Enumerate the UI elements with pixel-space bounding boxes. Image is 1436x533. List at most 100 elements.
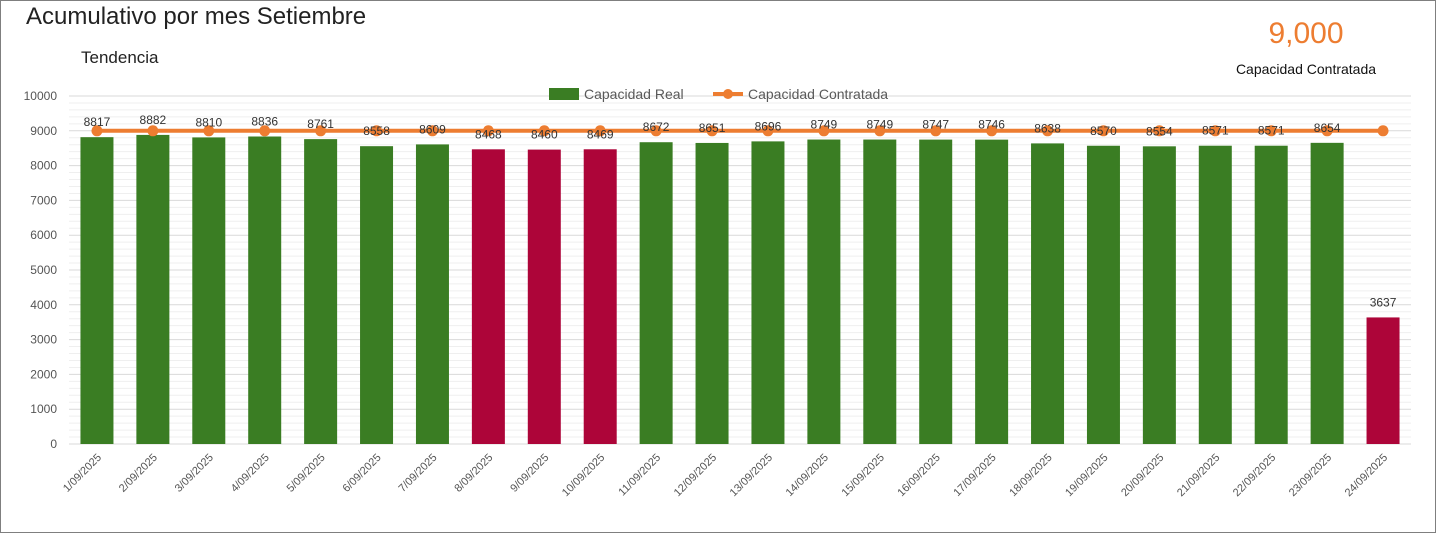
bar-data-label: 8469 <box>587 127 614 141</box>
x-tick-label: 24/09/2025 <box>1343 452 1390 499</box>
kpi-value: 9,000 <box>1268 17 1344 50</box>
bar-data-label: 8558 <box>363 124 390 138</box>
bar <box>360 146 394 445</box>
line-marker <box>259 125 271 137</box>
x-tick-label: 9/09/2025 <box>508 452 551 495</box>
bar <box>192 137 226 445</box>
line-marker <box>986 125 998 137</box>
line-marker <box>482 125 494 137</box>
line-marker <box>147 125 159 137</box>
bar-data-label: 8609 <box>419 122 446 136</box>
legend-label-line: Capacidad Contratada <box>748 86 888 102</box>
chart-title: Acumulativo por mes Setiembre <box>26 3 367 30</box>
y-tick-label: 3000 <box>30 333 57 347</box>
line-marker <box>1097 125 1109 137</box>
bar-data-label: 8746 <box>978 118 1005 132</box>
x-tick-label: 21/09/2025 <box>1175 452 1222 499</box>
y-tick-label: 6000 <box>30 228 57 242</box>
bar <box>248 136 282 444</box>
line-marker <box>315 125 327 137</box>
bar-data-label: 8651 <box>699 121 726 135</box>
line-marker <box>1265 125 1277 137</box>
line-marker <box>594 125 606 137</box>
bar-data-label: 8761 <box>307 117 334 131</box>
bar-data-label: 8554 <box>1146 124 1173 138</box>
bar <box>1142 146 1176 444</box>
y-tick-label: 0 <box>50 437 57 451</box>
x-tick-label: 1/09/2025 <box>61 452 104 495</box>
x-tick-label: 11/09/2025 <box>616 452 663 499</box>
x-tick-label: 6/09/2025 <box>341 452 384 495</box>
x-tick-label: 18/09/2025 <box>1007 452 1054 499</box>
x-tick-label: 16/09/2025 <box>895 452 942 499</box>
bar <box>751 141 785 444</box>
x-tick-label: 3/09/2025 <box>173 452 216 495</box>
line-marker <box>371 125 383 137</box>
bar-data-label: 8654 <box>1314 121 1341 135</box>
y-tick-label: 1000 <box>30 402 57 416</box>
bar-data-label: 8882 <box>140 113 167 127</box>
x-tick-label: 23/09/2025 <box>1287 452 1334 499</box>
bar-data-label: 3637 <box>1370 295 1397 309</box>
line-marker <box>1377 125 1389 137</box>
legend-swatch-bar <box>549 88 579 100</box>
bar-data-label: 8460 <box>531 128 558 142</box>
line-marker <box>538 125 550 137</box>
line-marker <box>818 125 830 137</box>
x-tick-label: 2/09/2025 <box>117 452 160 495</box>
legend-swatch-marker <box>723 89 733 99</box>
line-marker <box>1321 125 1333 137</box>
bar-data-label: 8747 <box>922 118 949 132</box>
legend-label-bar: Capacidad Real <box>584 86 684 102</box>
y-tick-label: 7000 <box>30 193 57 207</box>
line-marker <box>650 125 662 137</box>
line-marker <box>930 125 942 137</box>
x-tick-label: 13/09/2025 <box>728 452 775 499</box>
bar-data-label: 8817 <box>84 115 111 129</box>
bar <box>304 139 338 445</box>
bar-data-label: 8468 <box>475 127 502 141</box>
bar-data-label: 8810 <box>195 115 222 129</box>
bar <box>415 144 449 444</box>
bar-data-label: 8638 <box>1034 121 1061 135</box>
line-marker <box>706 125 718 137</box>
x-tick-label: 10/09/2025 <box>560 452 607 499</box>
bar <box>639 142 673 444</box>
x-tick-label: 8/09/2025 <box>452 452 495 495</box>
line-marker <box>1042 125 1054 137</box>
line-marker <box>874 125 886 137</box>
y-tick-label: 8000 <box>30 159 57 173</box>
bar-data-label: 8696 <box>755 119 782 133</box>
y-tick-label: 10000 <box>24 89 58 103</box>
bar-data-label: 8749 <box>866 118 893 132</box>
bar <box>1086 145 1120 444</box>
bar-data-label: 8836 <box>251 115 278 129</box>
bar <box>1031 143 1065 445</box>
x-tick-label: 5/09/2025 <box>285 452 328 495</box>
line-marker <box>762 125 774 137</box>
y-tick-label: 5000 <box>30 263 57 277</box>
bar <box>136 134 170 444</box>
line-marker <box>1209 125 1221 137</box>
bar-data-label: 8672 <box>643 120 670 134</box>
bar <box>471 149 505 444</box>
bar <box>1198 145 1232 445</box>
x-tick-label: 12/09/2025 <box>672 452 719 499</box>
x-tick-label: 17/09/2025 <box>951 452 998 499</box>
y-tick-label: 4000 <box>30 298 57 312</box>
bar <box>695 142 729 445</box>
bar <box>919 139 953 444</box>
bar <box>1366 317 1400 444</box>
bar <box>1254 145 1288 445</box>
y-tick-label: 9000 <box>30 124 57 138</box>
kpi-label: Capacidad Contratada <box>1235 61 1377 77</box>
bar <box>975 139 1009 444</box>
bar-data-label: 8571 <box>1202 124 1229 138</box>
x-tick-label: 4/09/2025 <box>229 452 272 495</box>
bar <box>80 137 114 444</box>
line-marker <box>426 125 438 137</box>
bar <box>527 149 561 445</box>
x-tick-label: 22/09/2025 <box>1231 452 1278 499</box>
